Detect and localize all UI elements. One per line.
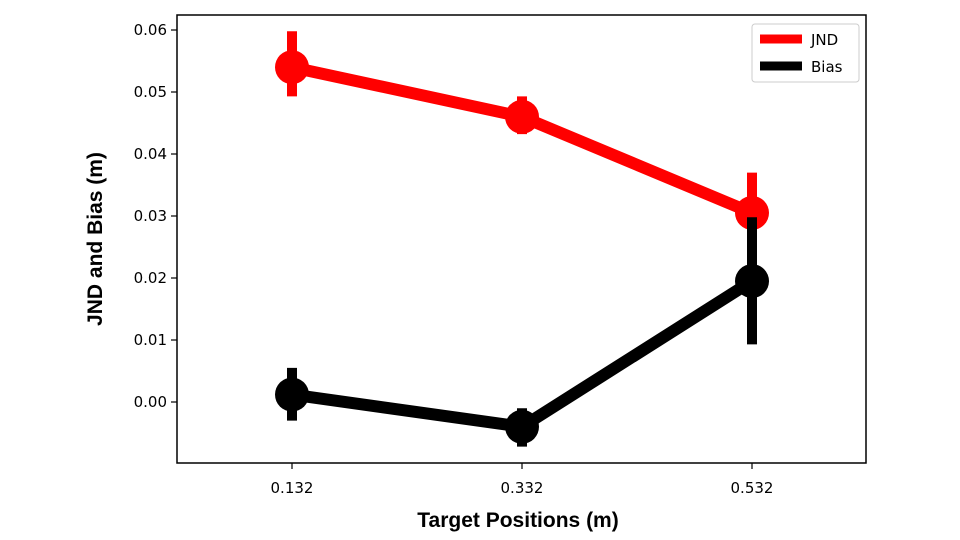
x-axis: 0.132 0.332 0.532 xyxy=(271,463,774,497)
y-tick-label: 0.06 xyxy=(134,21,167,39)
y-tick-label: 0.00 xyxy=(134,393,167,411)
plot-area: 0.000.010.020.030.040.050.06 0.132 0.332 0… xyxy=(134,14,867,497)
y-tick-label: 0.01 xyxy=(134,331,167,349)
data-point-bias xyxy=(275,377,309,412)
data-point-bias xyxy=(735,264,769,299)
data-point-bias xyxy=(505,409,539,444)
y-tick-label: 0.02 xyxy=(134,269,167,287)
y-axis-title: JND and Bias (m) xyxy=(84,152,107,326)
x-tick-label: 0.132 xyxy=(271,479,314,497)
x-axis-title: Target Positions (m) xyxy=(417,509,618,532)
data-point-jnd xyxy=(505,99,539,134)
legend: JND Bias xyxy=(751,23,860,83)
y-tick-label: 0.04 xyxy=(134,145,167,163)
legend-label-jnd: JND xyxy=(810,31,838,49)
series-bias xyxy=(275,217,769,447)
y-tick-label: 0.03 xyxy=(134,207,167,225)
data-point-jnd xyxy=(735,195,769,230)
series-layer xyxy=(275,31,769,447)
x-tick-label: 0.532 xyxy=(731,479,774,497)
y-tick-label: 0.05 xyxy=(134,83,167,101)
legend-frame xyxy=(751,23,860,83)
y-axis: 0.00 0.01 0.02 0.03 0.04 0.05 0.06 xyxy=(134,21,177,411)
data-point-jnd xyxy=(275,50,309,85)
x-tick-label: 0.332 xyxy=(501,479,544,497)
legend-label-bias: Bias xyxy=(811,58,843,76)
